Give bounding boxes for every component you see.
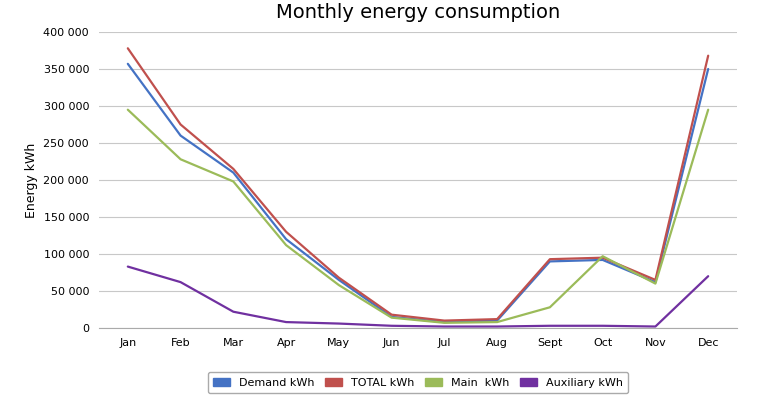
Title: Monthly energy consumption: Monthly energy consumption	[276, 3, 560, 22]
Demand kWh	[492, 318, 502, 323]
TOTAL kWh	[492, 317, 502, 322]
Auxiliary kWh	[176, 280, 185, 284]
Auxiliary kWh	[651, 324, 660, 329]
Auxiliary kWh	[598, 323, 607, 328]
Line: Main  kWh: Main kWh	[128, 110, 708, 323]
Auxiliary kWh	[123, 264, 132, 269]
TOTAL kWh	[704, 53, 713, 58]
TOTAL kWh	[334, 275, 344, 280]
Demand kWh	[123, 62, 132, 66]
Main  kWh	[281, 243, 290, 248]
Main  kWh	[123, 107, 132, 112]
TOTAL kWh	[229, 166, 238, 171]
Main  kWh	[440, 320, 449, 325]
Auxiliary kWh	[387, 323, 396, 328]
Auxiliary kWh	[546, 323, 555, 328]
Demand kWh	[281, 237, 290, 242]
TOTAL kWh	[123, 46, 132, 51]
TOTAL kWh	[281, 229, 290, 234]
Demand kWh	[229, 170, 238, 175]
Demand kWh	[704, 66, 713, 71]
Demand kWh	[440, 320, 449, 324]
Main  kWh	[334, 283, 344, 288]
Demand kWh	[598, 258, 607, 262]
Demand kWh	[546, 259, 555, 264]
Y-axis label: Energy kWh: Energy kWh	[25, 142, 38, 218]
TOTAL kWh	[440, 318, 449, 323]
TOTAL kWh	[176, 122, 185, 127]
Auxiliary kWh	[440, 324, 449, 329]
TOTAL kWh	[546, 257, 555, 262]
Demand kWh	[651, 280, 660, 284]
Auxiliary kWh	[229, 309, 238, 314]
Main  kWh	[704, 107, 713, 112]
Line: TOTAL kWh: TOTAL kWh	[128, 48, 708, 320]
Demand kWh	[334, 278, 344, 282]
Legend: Demand kWh, TOTAL kWh, Main  kWh, Auxiliary kWh: Demand kWh, TOTAL kWh, Main kWh, Auxilia…	[207, 372, 629, 393]
Demand kWh	[387, 314, 396, 319]
Auxiliary kWh	[334, 321, 344, 326]
Main  kWh	[598, 254, 607, 259]
Line: Demand kWh: Demand kWh	[128, 64, 708, 322]
Auxiliary kWh	[281, 320, 290, 324]
Main  kWh	[546, 305, 555, 310]
Main  kWh	[387, 315, 396, 320]
Main  kWh	[176, 157, 185, 162]
Main  kWh	[492, 320, 502, 324]
TOTAL kWh	[651, 278, 660, 282]
Line: Auxiliary kWh: Auxiliary kWh	[128, 266, 708, 326]
TOTAL kWh	[598, 255, 607, 260]
Demand kWh	[176, 133, 185, 138]
Auxiliary kWh	[704, 274, 713, 278]
Main  kWh	[229, 179, 238, 184]
Main  kWh	[651, 281, 660, 286]
Auxiliary kWh	[492, 324, 502, 329]
TOTAL kWh	[387, 312, 396, 317]
